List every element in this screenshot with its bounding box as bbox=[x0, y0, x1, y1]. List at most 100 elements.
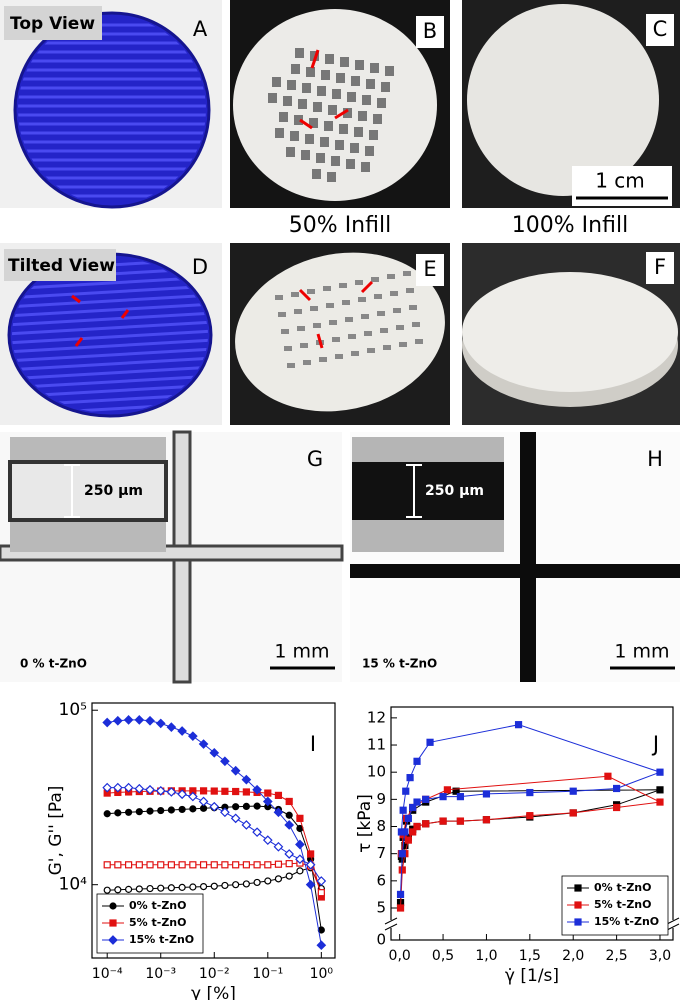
marker bbox=[177, 789, 187, 800]
x-tick-label: 10⁻³ bbox=[145, 966, 176, 982]
label-box bbox=[4, 6, 102, 40]
marker bbox=[221, 787, 229, 795]
marker bbox=[124, 885, 133, 893]
marker bbox=[167, 884, 175, 892]
marker bbox=[284, 849, 295, 859]
marker bbox=[103, 810, 111, 818]
marker bbox=[155, 786, 166, 796]
panel-letter: J bbox=[651, 732, 659, 756]
marker bbox=[253, 861, 261, 869]
hole bbox=[355, 280, 363, 285]
x-tick-label: 0,0 bbox=[389, 948, 411, 964]
marker bbox=[241, 774, 252, 785]
marker bbox=[452, 787, 460, 795]
hole bbox=[373, 114, 382, 124]
marker bbox=[210, 861, 218, 869]
legend-marker bbox=[109, 902, 117, 910]
arrow bbox=[299, 118, 313, 130]
y-tick-label: 10⁵ bbox=[59, 700, 87, 720]
hole bbox=[323, 286, 331, 291]
x-axis-label: γ̇ [1/s] bbox=[505, 966, 559, 986]
hole bbox=[327, 172, 336, 182]
marker bbox=[102, 717, 113, 728]
hole bbox=[275, 295, 283, 300]
hole bbox=[377, 311, 385, 316]
sample-label: 15 % t-ZnO bbox=[362, 657, 437, 671]
marker bbox=[241, 820, 252, 830]
axis-break bbox=[384, 917, 398, 925]
marker bbox=[198, 796, 209, 807]
marker bbox=[296, 814, 304, 822]
marker bbox=[199, 787, 208, 795]
axis-break-gap bbox=[667, 920, 679, 928]
marker bbox=[404, 814, 412, 822]
hole bbox=[272, 77, 281, 87]
hole bbox=[301, 150, 310, 160]
hole bbox=[309, 118, 318, 128]
hole bbox=[275, 128, 284, 138]
marker bbox=[230, 813, 241, 824]
hole bbox=[377, 98, 386, 108]
letter-box bbox=[646, 14, 674, 46]
stripe bbox=[12, 293, 208, 309]
hole bbox=[403, 271, 411, 276]
panel-letter: F bbox=[654, 255, 666, 279]
stripe bbox=[12, 311, 208, 327]
legend-marker bbox=[574, 901, 582, 909]
strand bbox=[350, 564, 680, 578]
letter-box bbox=[416, 254, 444, 286]
marker bbox=[155, 718, 166, 729]
hole bbox=[332, 337, 340, 342]
marker bbox=[409, 828, 417, 836]
hole bbox=[310, 306, 318, 311]
hole bbox=[343, 108, 352, 118]
letter-box bbox=[416, 16, 444, 48]
hole bbox=[396, 325, 404, 330]
marker bbox=[198, 739, 209, 749]
marker bbox=[230, 765, 241, 776]
hole bbox=[346, 159, 355, 169]
hole bbox=[336, 73, 345, 83]
marker bbox=[114, 861, 122, 869]
hole bbox=[371, 277, 379, 282]
panel-letter: E bbox=[423, 257, 436, 281]
hole bbox=[390, 291, 398, 296]
marker bbox=[102, 782, 113, 793]
stripe bbox=[12, 347, 208, 363]
marker bbox=[112, 715, 123, 726]
marker bbox=[242, 880, 250, 888]
hole bbox=[324, 121, 333, 131]
marker bbox=[316, 940, 327, 951]
marker bbox=[166, 722, 177, 732]
hole bbox=[329, 320, 337, 325]
hole bbox=[332, 89, 341, 99]
marker bbox=[134, 783, 145, 794]
arrow bbox=[74, 337, 84, 347]
hole bbox=[364, 331, 372, 336]
hole bbox=[351, 76, 360, 86]
hole bbox=[342, 300, 350, 305]
hole bbox=[415, 339, 423, 344]
marker bbox=[526, 788, 534, 797]
hole bbox=[268, 93, 277, 103]
hole bbox=[325, 54, 334, 64]
scale-label: 250 µm bbox=[425, 483, 484, 499]
panel-letter: D bbox=[192, 255, 208, 279]
marker bbox=[145, 715, 155, 726]
hole bbox=[409, 305, 417, 310]
marker bbox=[242, 788, 250, 796]
hole bbox=[306, 67, 315, 77]
sample-label: 0 % t-ZnO bbox=[20, 657, 87, 671]
y-tick-label: 10 bbox=[367, 763, 386, 781]
hole bbox=[326, 303, 334, 308]
marker bbox=[569, 809, 577, 817]
marker bbox=[396, 904, 405, 912]
hole bbox=[281, 329, 289, 334]
hole bbox=[279, 112, 288, 122]
y-tick-label: 0 bbox=[376, 931, 386, 949]
y-tick-label: 9 bbox=[376, 790, 386, 808]
hole bbox=[303, 360, 311, 365]
hole bbox=[340, 57, 349, 67]
legend-marker bbox=[574, 918, 582, 926]
arrow bbox=[310, 49, 320, 69]
